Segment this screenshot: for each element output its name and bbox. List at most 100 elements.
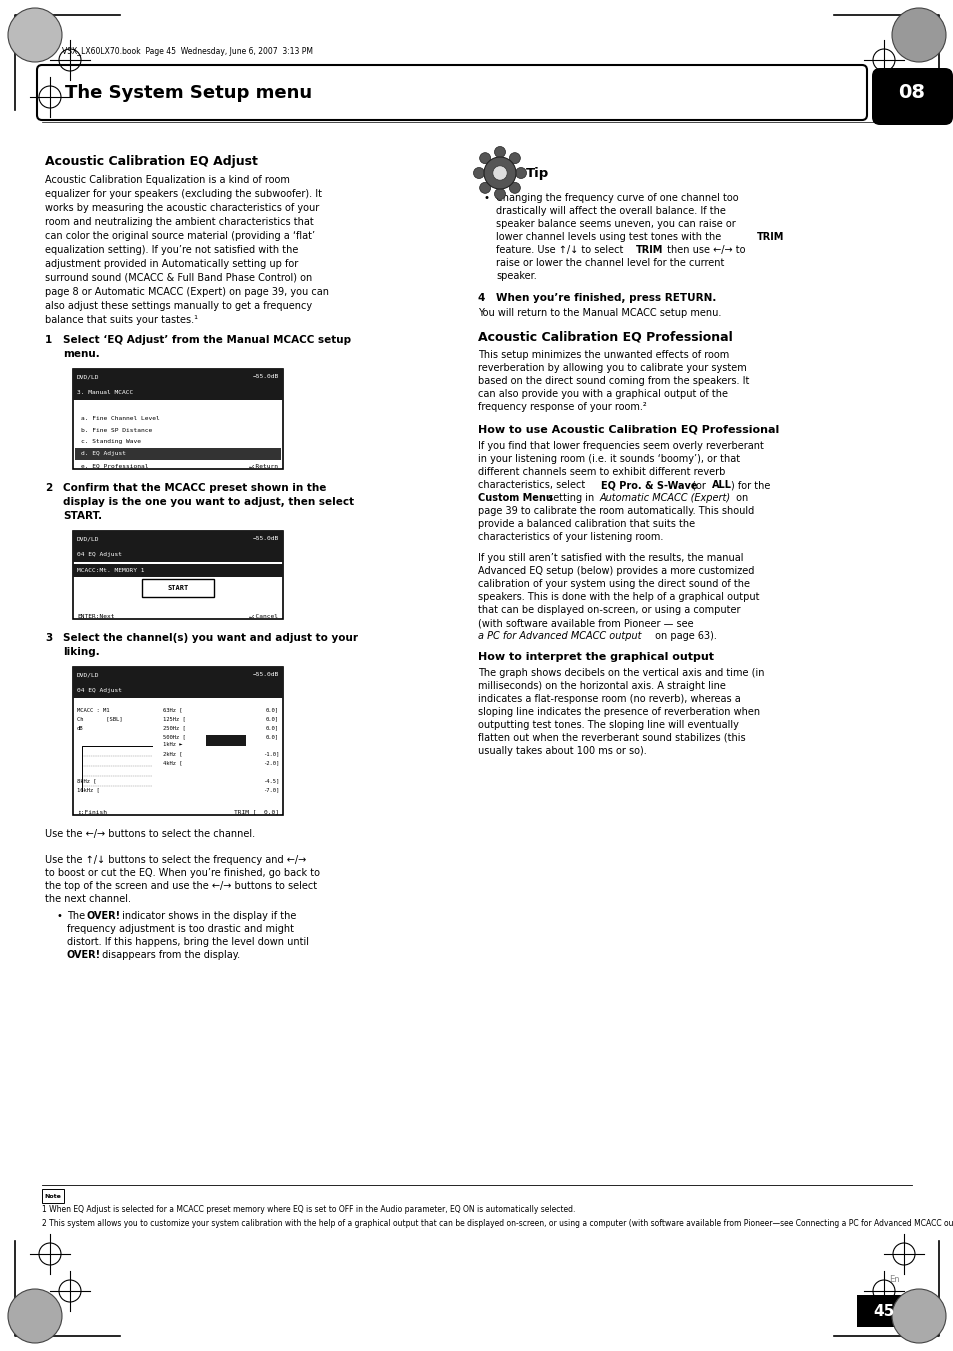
FancyBboxPatch shape [73, 531, 283, 547]
Text: based on the direct sound coming from the speakers. It: based on the direct sound coming from th… [477, 376, 749, 386]
Circle shape [8, 1289, 62, 1343]
Text: dB: dB [77, 725, 84, 731]
Text: speakers. This is done with the help of a graphical output: speakers. This is done with the help of … [477, 592, 759, 603]
Text: VSX_LX60LX70.book  Page 45  Wednesday, June 6, 2007  3:13 PM: VSX_LX60LX70.book Page 45 Wednesday, Jun… [62, 47, 313, 57]
Text: the next channel.: the next channel. [45, 894, 131, 904]
Text: 45: 45 [872, 1304, 894, 1319]
Text: TRIM: TRIM [636, 245, 662, 255]
Text: Select ‘EQ Adjust’ from the Manual MCACC setup: Select ‘EQ Adjust’ from the Manual MCACC… [63, 335, 351, 345]
Text: b. Fine SP Distance: b. Fine SP Distance [81, 427, 152, 432]
Text: 1kHz ►: 1kHz ► [163, 743, 182, 747]
Text: page 39 to calibrate the room automatically. This should: page 39 to calibrate the room automatica… [477, 507, 754, 516]
Text: OVER!: OVER! [87, 911, 121, 921]
Text: characteristics, select: characteristics, select [477, 480, 588, 490]
Text: menu.: menu. [63, 349, 100, 359]
Text: •: • [57, 911, 63, 921]
Text: Acoustic Calibration Equalization is a kind of room: Acoustic Calibration Equalization is a k… [45, 176, 290, 185]
Text: balance that suits your tastes.¹: balance that suits your tastes.¹ [45, 315, 198, 326]
Text: on page 63).: on page 63). [651, 631, 716, 640]
Text: different channels seem to exhibit different reverb: different channels seem to exhibit diffe… [477, 467, 724, 477]
Text: 04 EQ Adjust: 04 EQ Adjust [77, 553, 122, 557]
Circle shape [891, 8, 945, 62]
Text: setting in: setting in [544, 493, 597, 503]
Text: You will return to the Manual MCACC setup menu.: You will return to the Manual MCACC setu… [477, 308, 720, 317]
Text: ) for the: ) for the [730, 480, 770, 490]
Text: EQ Pro. & S-Wave: EQ Pro. & S-Wave [600, 480, 697, 490]
Text: The: The [67, 911, 89, 921]
FancyBboxPatch shape [73, 547, 283, 562]
Text: 2: 2 [45, 484, 52, 493]
Text: speaker balance seems uneven, you can raise or: speaker balance seems uneven, you can ra… [496, 219, 735, 230]
Text: calibration of your system using the direct sound of the: calibration of your system using the dir… [477, 580, 749, 589]
FancyBboxPatch shape [73, 667, 283, 684]
FancyBboxPatch shape [73, 667, 283, 815]
Circle shape [891, 1289, 945, 1343]
Text: How to use Acoustic Calibration EQ Professional: How to use Acoustic Calibration EQ Profe… [477, 426, 779, 435]
Text: equalizer for your speakers (excluding the subwoofer). It: equalizer for your speakers (excluding t… [45, 189, 322, 199]
Text: Changing the frequency curve of one channel too: Changing the frequency curve of one chan… [496, 193, 738, 203]
Text: the top of the screen and use the ←/→ buttons to select: the top of the screen and use the ←/→ bu… [45, 881, 316, 892]
Text: 04 EQ Adjust: 04 EQ Adjust [77, 688, 122, 693]
Text: surround sound (MCACC & Full Band Phase Control) on: surround sound (MCACC & Full Band Phase … [45, 273, 312, 282]
Text: e. EQ Professional: e. EQ Professional [81, 463, 149, 469]
Text: 08: 08 [898, 82, 924, 101]
Text: 1 When EQ Adjust is selected for a MCACC preset memory where EQ is set to OFF in: 1 When EQ Adjust is selected for a MCACC… [42, 1205, 575, 1215]
Text: -4.5]: -4.5] [262, 778, 278, 784]
Text: ↕:Finish: ↕:Finish [77, 809, 107, 815]
Text: -7.0]: -7.0] [262, 788, 278, 793]
Text: Use the ↑/↓ buttons to select the frequency and ←/→: Use the ↑/↓ buttons to select the freque… [45, 855, 306, 865]
Text: works by measuring the acoustic characteristics of your: works by measuring the acoustic characte… [45, 203, 319, 213]
Text: Acoustic Calibration EQ Professional: Acoustic Calibration EQ Professional [477, 330, 732, 343]
Text: a PC for Advanced MCACC output: a PC for Advanced MCACC output [477, 631, 640, 640]
FancyBboxPatch shape [856, 1296, 911, 1327]
Text: on: on [732, 493, 747, 503]
Text: page 8 or Automatic MCACC (Expert) on page 39, you can: page 8 or Automatic MCACC (Expert) on pa… [45, 286, 329, 297]
FancyBboxPatch shape [73, 385, 283, 400]
Text: (or: (or [688, 480, 708, 490]
FancyBboxPatch shape [37, 65, 866, 120]
Text: indicates a flat-response room (no reverb), whereas a: indicates a flat-response room (no rever… [477, 694, 740, 704]
Circle shape [479, 182, 490, 193]
Text: START: START [167, 585, 189, 590]
Text: (with software available from Pioneer — see: (with software available from Pioneer — … [477, 617, 696, 628]
Text: feature. Use ↑/↓ to select: feature. Use ↑/↓ to select [496, 245, 626, 255]
Text: OVER!: OVER! [67, 950, 101, 961]
Text: c. Standing Wave: c. Standing Wave [81, 439, 141, 444]
Text: If you still aren’t satisfied with the results, the manual: If you still aren’t satisfied with the r… [477, 553, 742, 563]
Text: disappears from the display.: disappears from the display. [99, 950, 240, 961]
Text: display is the one you want to adjust, then select: display is the one you want to adjust, t… [63, 497, 354, 507]
Text: Tip: Tip [525, 166, 549, 180]
Text: flatten out when the reverberant sound stabilizes (this: flatten out when the reverberant sound s… [477, 734, 745, 743]
Text: characteristics of your listening room.: characteristics of your listening room. [477, 532, 662, 542]
Text: START.: START. [63, 511, 102, 521]
Text: sloping line indicates the presence of reverberation when: sloping line indicates the presence of r… [477, 707, 760, 717]
Text: How to interpret the graphical output: How to interpret the graphical output [477, 653, 713, 662]
Text: This setup minimizes the unwanted effects of room: This setup minimizes the unwanted effect… [477, 350, 728, 359]
Text: ENTER:Next: ENTER:Next [77, 613, 114, 619]
FancyBboxPatch shape [73, 369, 283, 385]
Text: lower channel levels using test tones with the: lower channel levels using test tones wi… [496, 232, 723, 242]
Text: If you find that lower frequencies seem overly reverberant: If you find that lower frequencies seem … [477, 440, 763, 451]
Text: MCACC:Mt. MEMORY 1: MCACC:Mt. MEMORY 1 [77, 567, 144, 573]
Text: TRIM [  0.0]: TRIM [ 0.0] [233, 809, 278, 815]
Text: drastically will affect the overall balance. If the: drastically will affect the overall bala… [496, 205, 725, 216]
Text: 3. Manual MCACC: 3. Manual MCACC [77, 390, 133, 394]
Text: reverberation by allowing you to calibrate your system: reverberation by allowing you to calibra… [477, 363, 746, 373]
Text: Automatic MCACC (Expert): Automatic MCACC (Expert) [599, 493, 730, 503]
Text: d. EQ Adjust: d. EQ Adjust [81, 451, 126, 457]
Text: provide a balanced calibration that suits the: provide a balanced calibration that suit… [477, 519, 695, 530]
Text: Acoustic Calibration EQ Adjust: Acoustic Calibration EQ Adjust [45, 155, 257, 168]
Circle shape [8, 8, 62, 62]
Text: frequency adjustment is too drastic and might: frequency adjustment is too drastic and … [67, 924, 294, 934]
Text: The graph shows decibels on the vertical axis and time (in: The graph shows decibels on the vertical… [477, 667, 763, 678]
Text: Custom Menu: Custom Menu [477, 493, 553, 503]
Text: usually takes about 100 ms or so).: usually takes about 100 ms or so). [477, 746, 646, 757]
Text: 16kHz [: 16kHz [ [77, 788, 100, 793]
Circle shape [479, 153, 490, 163]
Text: ALL: ALL [711, 480, 731, 490]
Text: DVD/LD: DVD/LD [77, 374, 99, 380]
Text: a. Fine Channel Level: a. Fine Channel Level [81, 416, 159, 420]
Text: indicator shows in the display if the: indicator shows in the display if the [119, 911, 296, 921]
Text: 250Hz [: 250Hz [ [163, 725, 186, 731]
Text: equalization setting). If you’re not satisfied with the: equalization setting). If you’re not sat… [45, 245, 298, 255]
